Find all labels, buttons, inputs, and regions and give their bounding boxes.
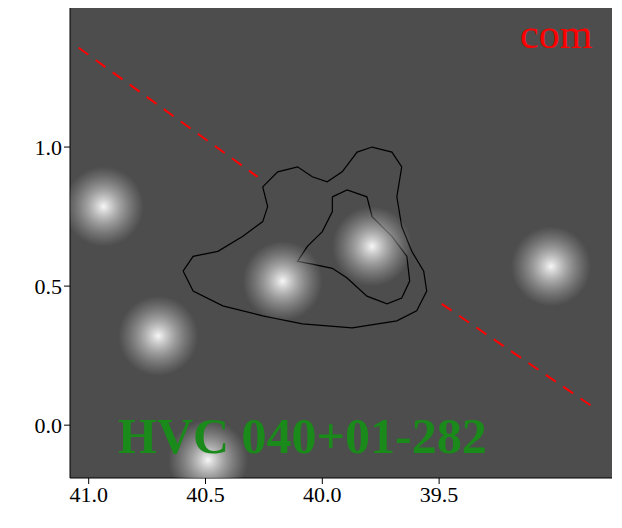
svg-text:1.0: 1.0	[35, 135, 63, 160]
svg-text:39.5: 39.5	[420, 482, 459, 507]
svg-text:0.5: 0.5	[35, 274, 63, 299]
svg-text:0.0: 0.0	[35, 413, 63, 438]
html-text:HVC 040+01-282: HVC 040+01-282	[118, 408, 487, 464]
svg-text:40.5: 40.5	[186, 482, 225, 507]
svg-text:40.0: 40.0	[303, 482, 342, 507]
svg-text:41.0: 41.0	[69, 482, 108, 507]
html-text:com: com	[520, 11, 593, 57]
